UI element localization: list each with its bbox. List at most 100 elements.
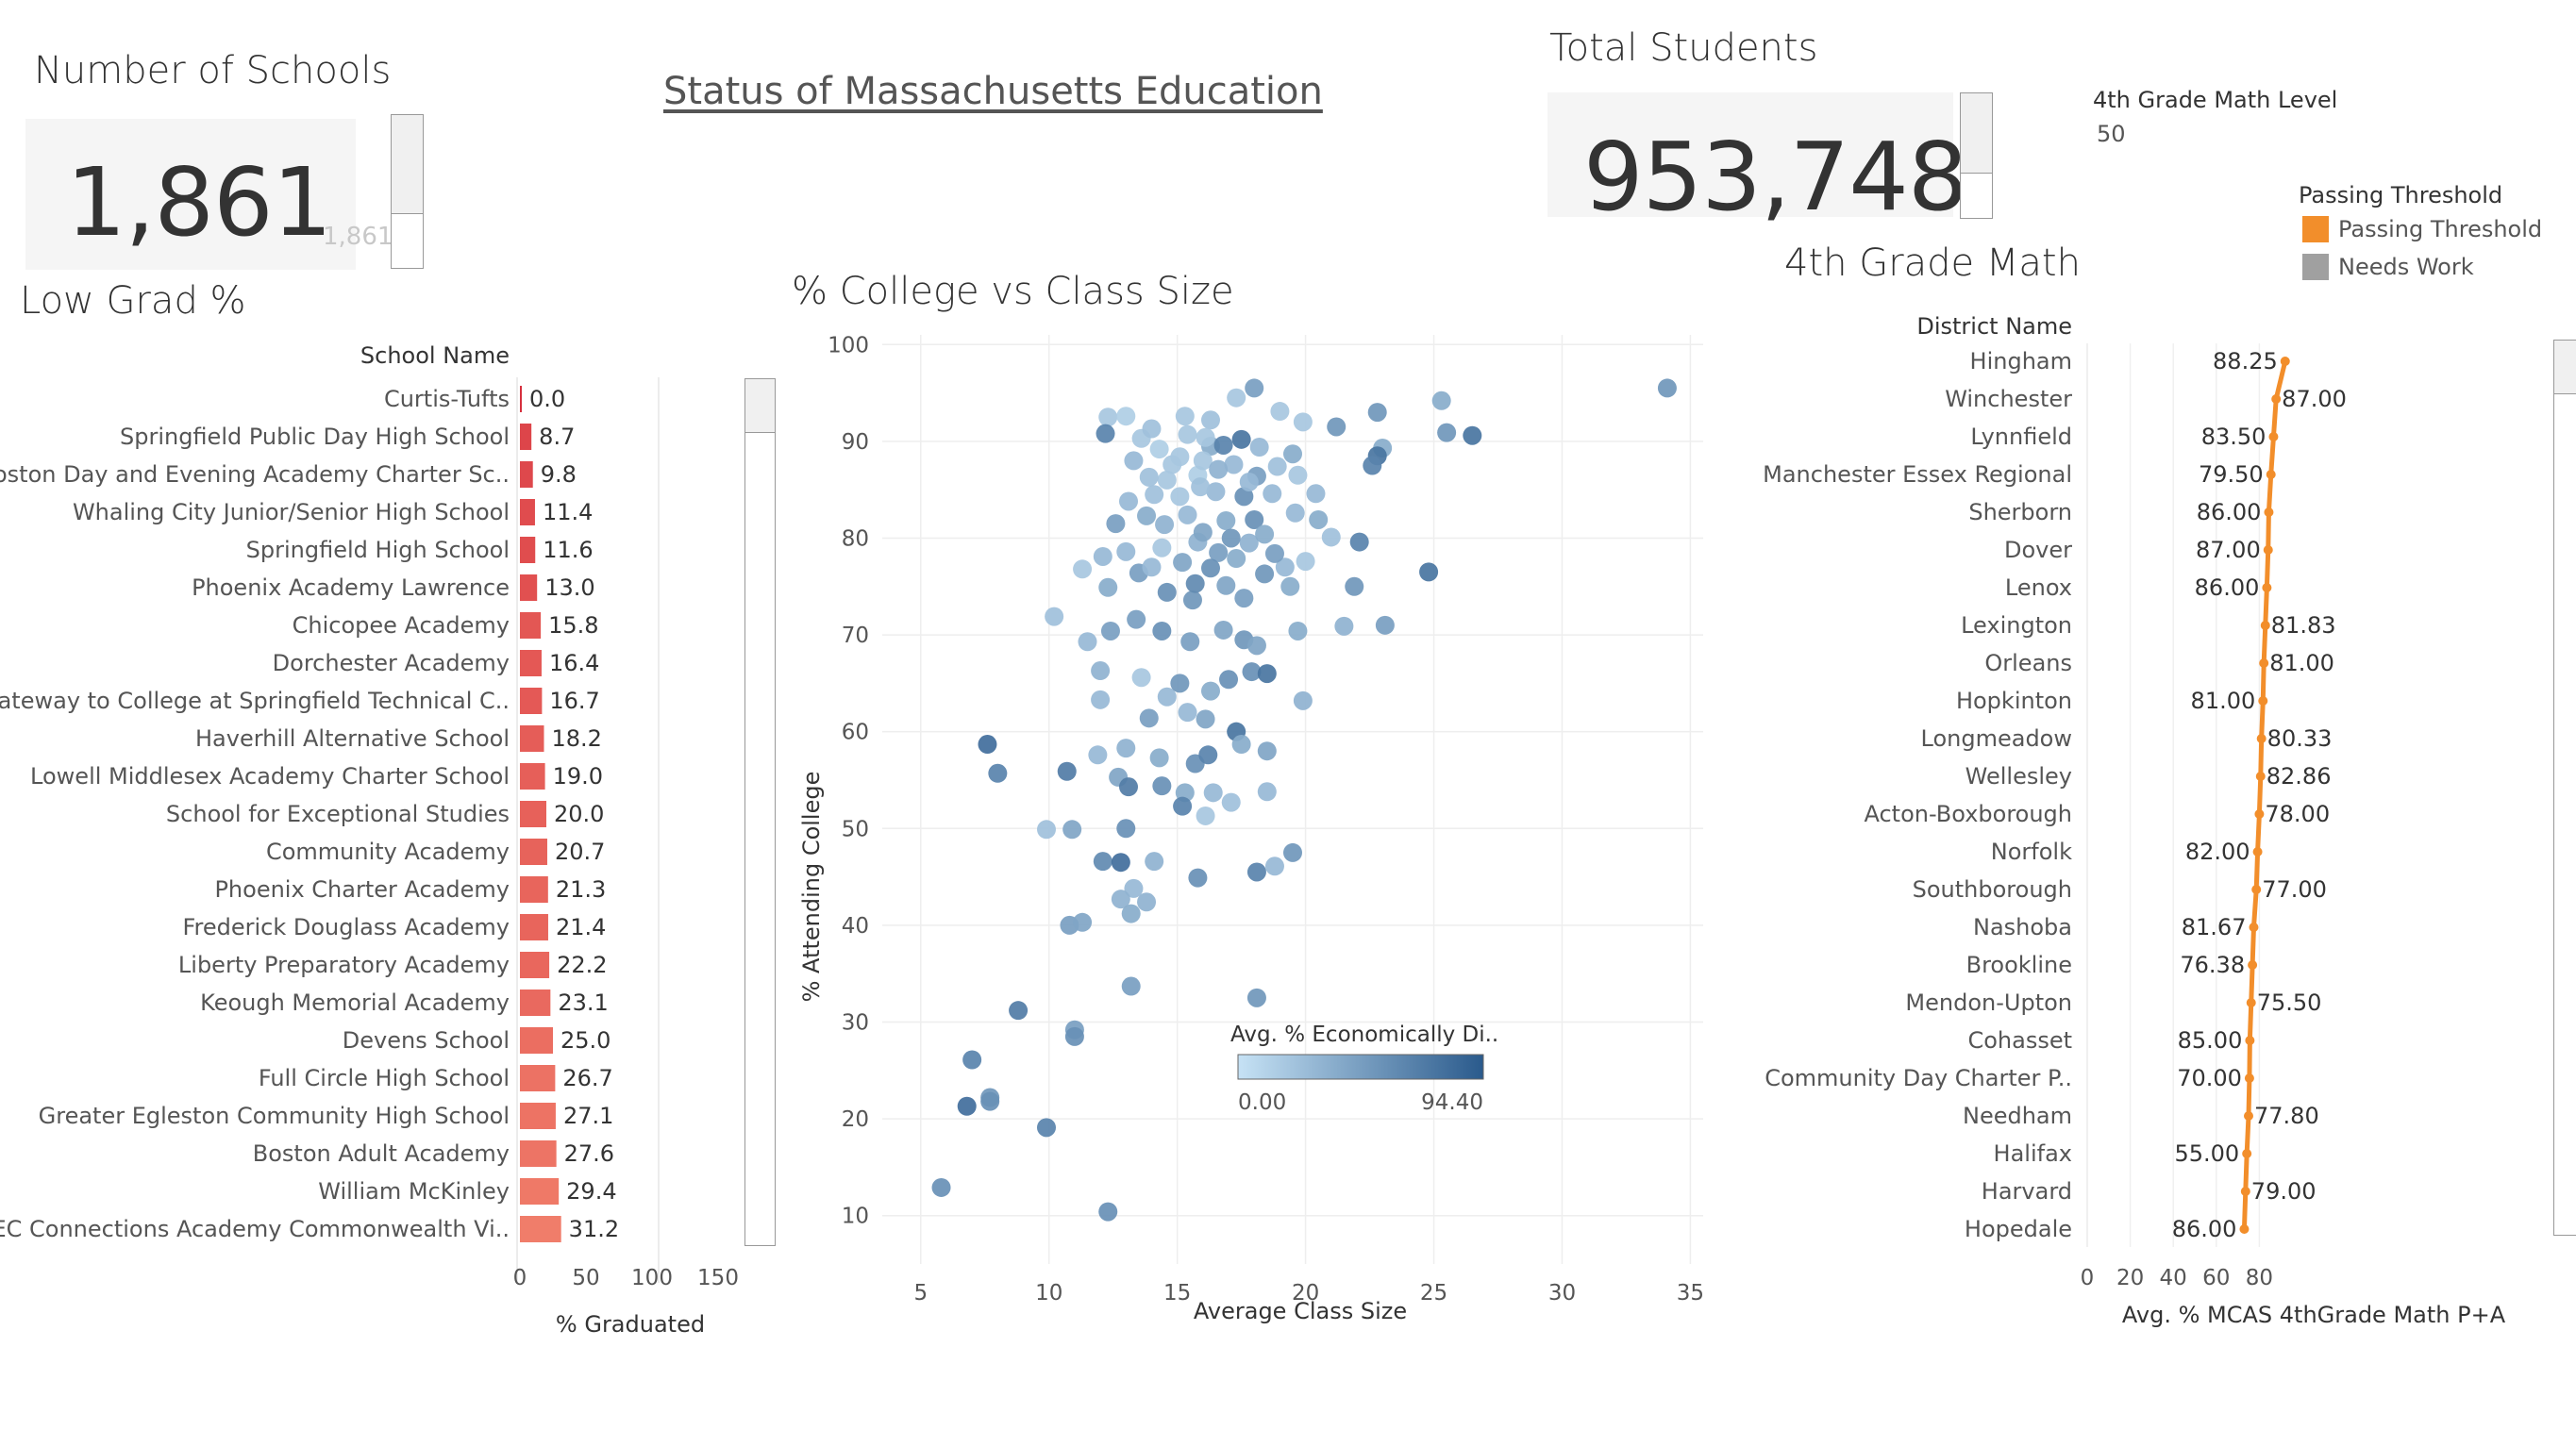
school-name-label[interactable]: Phoenix Academy Lawrence: [192, 574, 510, 601]
grad-bar[interactable]: [520, 612, 542, 639]
school-name-label[interactable]: Frederick Douglass Academy: [182, 914, 510, 940]
grad-bar[interactable]: [520, 688, 543, 714]
scatter-point[interactable]: [1145, 485, 1164, 505]
scatter-point[interactable]: [1119, 777, 1138, 797]
scatter-point[interactable]: [1149, 440, 1169, 459]
scatter-point[interactable]: [980, 1091, 1000, 1111]
scatter-point[interactable]: [1242, 662, 1262, 682]
schools-kpi-scrollbar[interactable]: [391, 114, 424, 269]
school-name-label[interactable]: TEC Connections Academy Commonwealth Vi.…: [0, 1216, 510, 1242]
scatter-point[interactable]: [1224, 455, 1244, 474]
math-level-value[interactable]: 50: [2097, 121, 2126, 147]
grad-bar[interactable]: [520, 574, 538, 601]
scatter-point[interactable]: [1182, 590, 1202, 610]
scatter-point[interactable]: [1139, 708, 1159, 728]
scatter-point[interactable]: [1152, 538, 1172, 557]
math-point[interactable]: [2258, 696, 2268, 706]
district-name-label[interactable]: Lenox: [2005, 574, 2072, 601]
scatter-point[interactable]: [1231, 735, 1251, 755]
scatter-point[interactable]: [1057, 761, 1077, 781]
scatter-point[interactable]: [1196, 427, 1215, 447]
scatter-point[interactable]: [1152, 621, 1172, 640]
scatter-point[interactable]: [1191, 477, 1211, 497]
district-name-label[interactable]: Hopkinton: [1956, 688, 2072, 714]
scatter-point[interactable]: [1127, 609, 1146, 629]
grad-bar[interactable]: [520, 386, 522, 412]
scatter-point[interactable]: [1178, 703, 1197, 723]
math-point[interactable]: [2242, 1149, 2252, 1158]
school-name-label[interactable]: Boston Day and Evening Academy Charter S…: [0, 461, 510, 488]
district-name-label[interactable]: Norfolk: [1991, 839, 2072, 865]
math-point[interactable]: [2255, 772, 2266, 781]
district-name-label[interactable]: Needham: [1963, 1103, 2072, 1129]
scatter-point[interactable]: [1116, 407, 1136, 426]
district-name-label[interactable]: Wellesley: [1965, 763, 2072, 790]
scatter-point[interactable]: [1175, 407, 1195, 426]
scatter-point[interactable]: [1149, 748, 1169, 768]
scatter-point[interactable]: [1275, 557, 1295, 577]
school-name-label[interactable]: School for Exceptional Studies: [166, 801, 510, 827]
school-name-label[interactable]: Springfield Public Day High School: [120, 424, 510, 450]
grad-bar[interactable]: [520, 1140, 557, 1167]
math-point[interactable]: [2268, 432, 2279, 441]
math-point[interactable]: [2245, 1036, 2255, 1045]
scatter-point[interactable]: [1098, 577, 1118, 597]
grad-bar[interactable]: [520, 763, 545, 790]
grad-bar[interactable]: [520, 424, 532, 450]
math-trend-line[interactable]: [2241, 360, 2288, 1230]
scatter-point[interactable]: [1170, 487, 1190, 507]
passing-legend-swatch-passing[interactable]: [2302, 216, 2329, 242]
scatter-point[interactable]: [1234, 487, 1254, 507]
scatter-point[interactable]: [1119, 491, 1138, 511]
school-name-label[interactable]: Devens School: [343, 1027, 510, 1054]
scatter-point[interactable]: [1091, 661, 1111, 681]
math-point[interactable]: [2280, 357, 2290, 366]
scatter-point[interactable]: [1296, 552, 1315, 572]
scatter-point[interactable]: [1139, 467, 1159, 487]
district-name-label[interactable]: Community Day Charter P..: [1765, 1065, 2072, 1091]
grad-bar[interactable]: [520, 801, 546, 827]
scatter-point[interactable]: [1264, 543, 1284, 563]
school-name-label[interactable]: Whaling City Junior/Senior High School: [73, 499, 510, 525]
scatter-point[interactable]: [1334, 616, 1354, 636]
scatter-point[interactable]: [1221, 792, 1241, 812]
scatter-point[interactable]: [1327, 417, 1347, 437]
scatter-point[interactable]: [1073, 912, 1093, 932]
scatter-point[interactable]: [1142, 557, 1162, 577]
grad-bar[interactable]: [520, 1065, 556, 1091]
district-name-label[interactable]: Hingham: [1970, 348, 2072, 374]
scatter-point[interactable]: [1196, 709, 1215, 729]
grad-bar[interactable]: [520, 914, 548, 940]
scatter-point[interactable]: [1180, 632, 1200, 652]
math-point[interactable]: [2263, 545, 2273, 555]
scatter-point[interactable]: [1100, 621, 1120, 640]
scatter-point[interactable]: [1221, 528, 1241, 548]
scatter-point[interactable]: [1037, 820, 1056, 840]
scatter-point[interactable]: [1255, 564, 1275, 584]
scatter-point[interactable]: [1245, 509, 1264, 529]
math-point[interactable]: [2248, 960, 2258, 970]
scatter-point[interactable]: [1375, 615, 1395, 635]
scatter-point[interactable]: [1264, 857, 1284, 876]
school-name-label[interactable]: Curtis-Tufts: [384, 386, 510, 412]
scatter-point[interactable]: [1239, 533, 1259, 553]
scatter-point[interactable]: [1155, 515, 1175, 535]
school-name-label[interactable]: Community Academy: [266, 839, 510, 865]
passing-legend-label-passing[interactable]: Passing Threshold: [2338, 216, 2543, 242]
scatter-point[interactable]: [1288, 465, 1308, 485]
math-scroll-thumb[interactable]: [2554, 341, 2576, 394]
scatter-point[interactable]: [931, 1177, 951, 1197]
school-name-label[interactable]: William McKinley: [318, 1178, 510, 1205]
grad-bar[interactable]: [520, 990, 551, 1016]
scatter-point[interactable]: [1124, 451, 1144, 471]
school-name-label[interactable]: Haverhill Alternative School: [195, 725, 510, 752]
school-name-label[interactable]: Lowell Middlesex Academy Charter School: [30, 763, 510, 790]
scatter-point[interactable]: [1173, 553, 1193, 573]
scatter-point[interactable]: [1227, 388, 1246, 407]
scatter-point[interactable]: [1145, 852, 1164, 872]
math-point[interactable]: [2249, 923, 2259, 932]
scatter-point[interactable]: [1257, 782, 1277, 802]
grad-bar[interactable]: [520, 1216, 561, 1242]
scatter-point[interactable]: [1306, 484, 1326, 504]
scatter-point[interactable]: [1231, 429, 1251, 449]
